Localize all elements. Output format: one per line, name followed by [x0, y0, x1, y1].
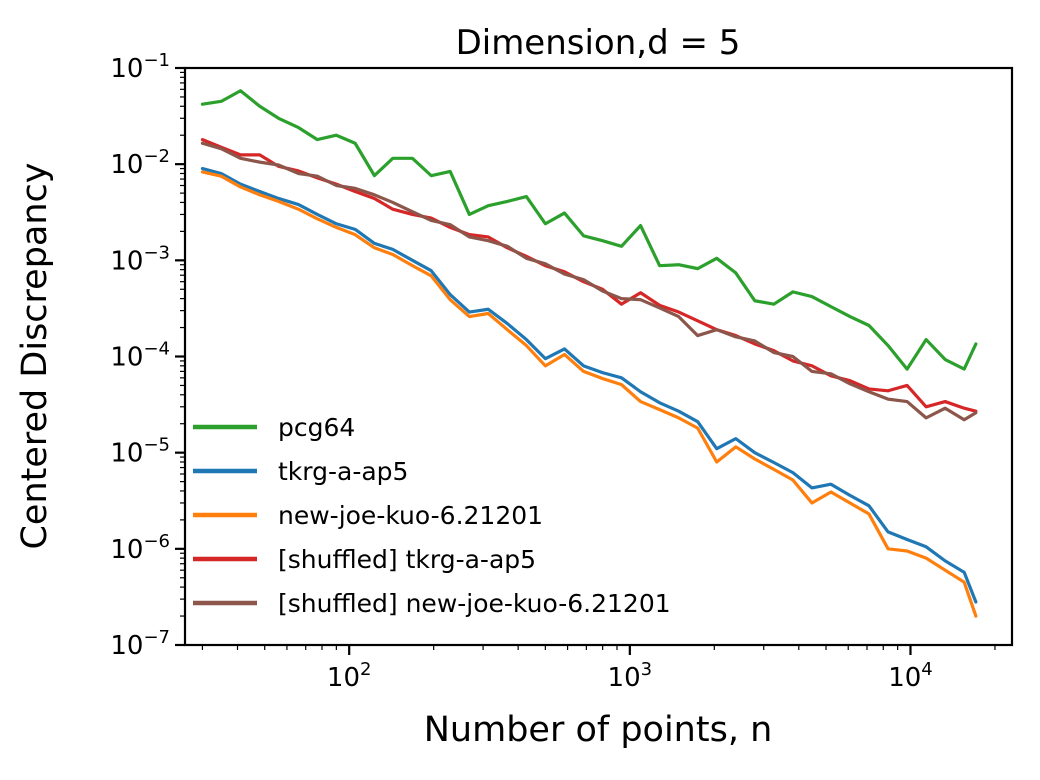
- y-tick-label: 10−1: [110, 50, 170, 84]
- y-axis-label: Centered Discrepancy: [15, 162, 55, 549]
- series-line-tkrg-a-ap5: [200, 166, 978, 604]
- legend-entry: tkrg-a-ap5: [193, 457, 408, 486]
- series-lines: [200, 89, 978, 618]
- y-tick-label: 10−3: [110, 242, 170, 276]
- x-axis-label: Number of points, n: [424, 710, 773, 750]
- chart-title: Dimension,d = 5: [456, 23, 741, 63]
- legend-label: pcg64: [278, 413, 355, 442]
- x-tick-label: 103: [608, 659, 653, 693]
- plot-border: [183, 66, 1014, 647]
- y-tick-label: 10−4: [110, 339, 170, 373]
- legend-entry: pcg64: [193, 413, 355, 442]
- legend-entry: new-joe-kuo-6.21201: [193, 501, 543, 530]
- y-tick-label: 10−6: [110, 531, 170, 565]
- legend-entry: [shuffled] tkrg-a-ap5: [193, 545, 536, 574]
- axis-ticks: 102 103 104 10−1 10−2 10−3 10−4 10−5 10−6 10−7: [110, 50, 996, 693]
- x-tick-label: 104: [888, 659, 933, 693]
- series-line-pcg64: [200, 89, 978, 371]
- series-line-shuffled-new-joe-kuo-6-21201: [200, 141, 978, 422]
- y-tick-label: 10−2: [110, 146, 170, 180]
- legend-entry: [shuffled] new-joe-kuo-6.21201: [193, 589, 671, 618]
- legend-label: [shuffled] new-joe-kuo-6.21201: [278, 589, 671, 618]
- legend-label: [shuffled] tkrg-a-ap5: [278, 545, 536, 574]
- legend: pcg64 tkrg-a-ap5 new-joe-kuo-6.21201 [shuff…: [193, 413, 671, 618]
- series-line-new-joe-kuo-6-21201: [200, 170, 978, 618]
- legend-label: tkrg-a-ap5: [278, 457, 408, 486]
- legend-label: new-joe-kuo-6.21201: [278, 501, 543, 530]
- series-line-shuffled-tkrg-a-ap5: [200, 138, 978, 413]
- y-tick-label: 10−5: [110, 435, 170, 469]
- x-tick-label: 102: [327, 659, 372, 693]
- y-tick-label: 10−7: [110, 627, 170, 661]
